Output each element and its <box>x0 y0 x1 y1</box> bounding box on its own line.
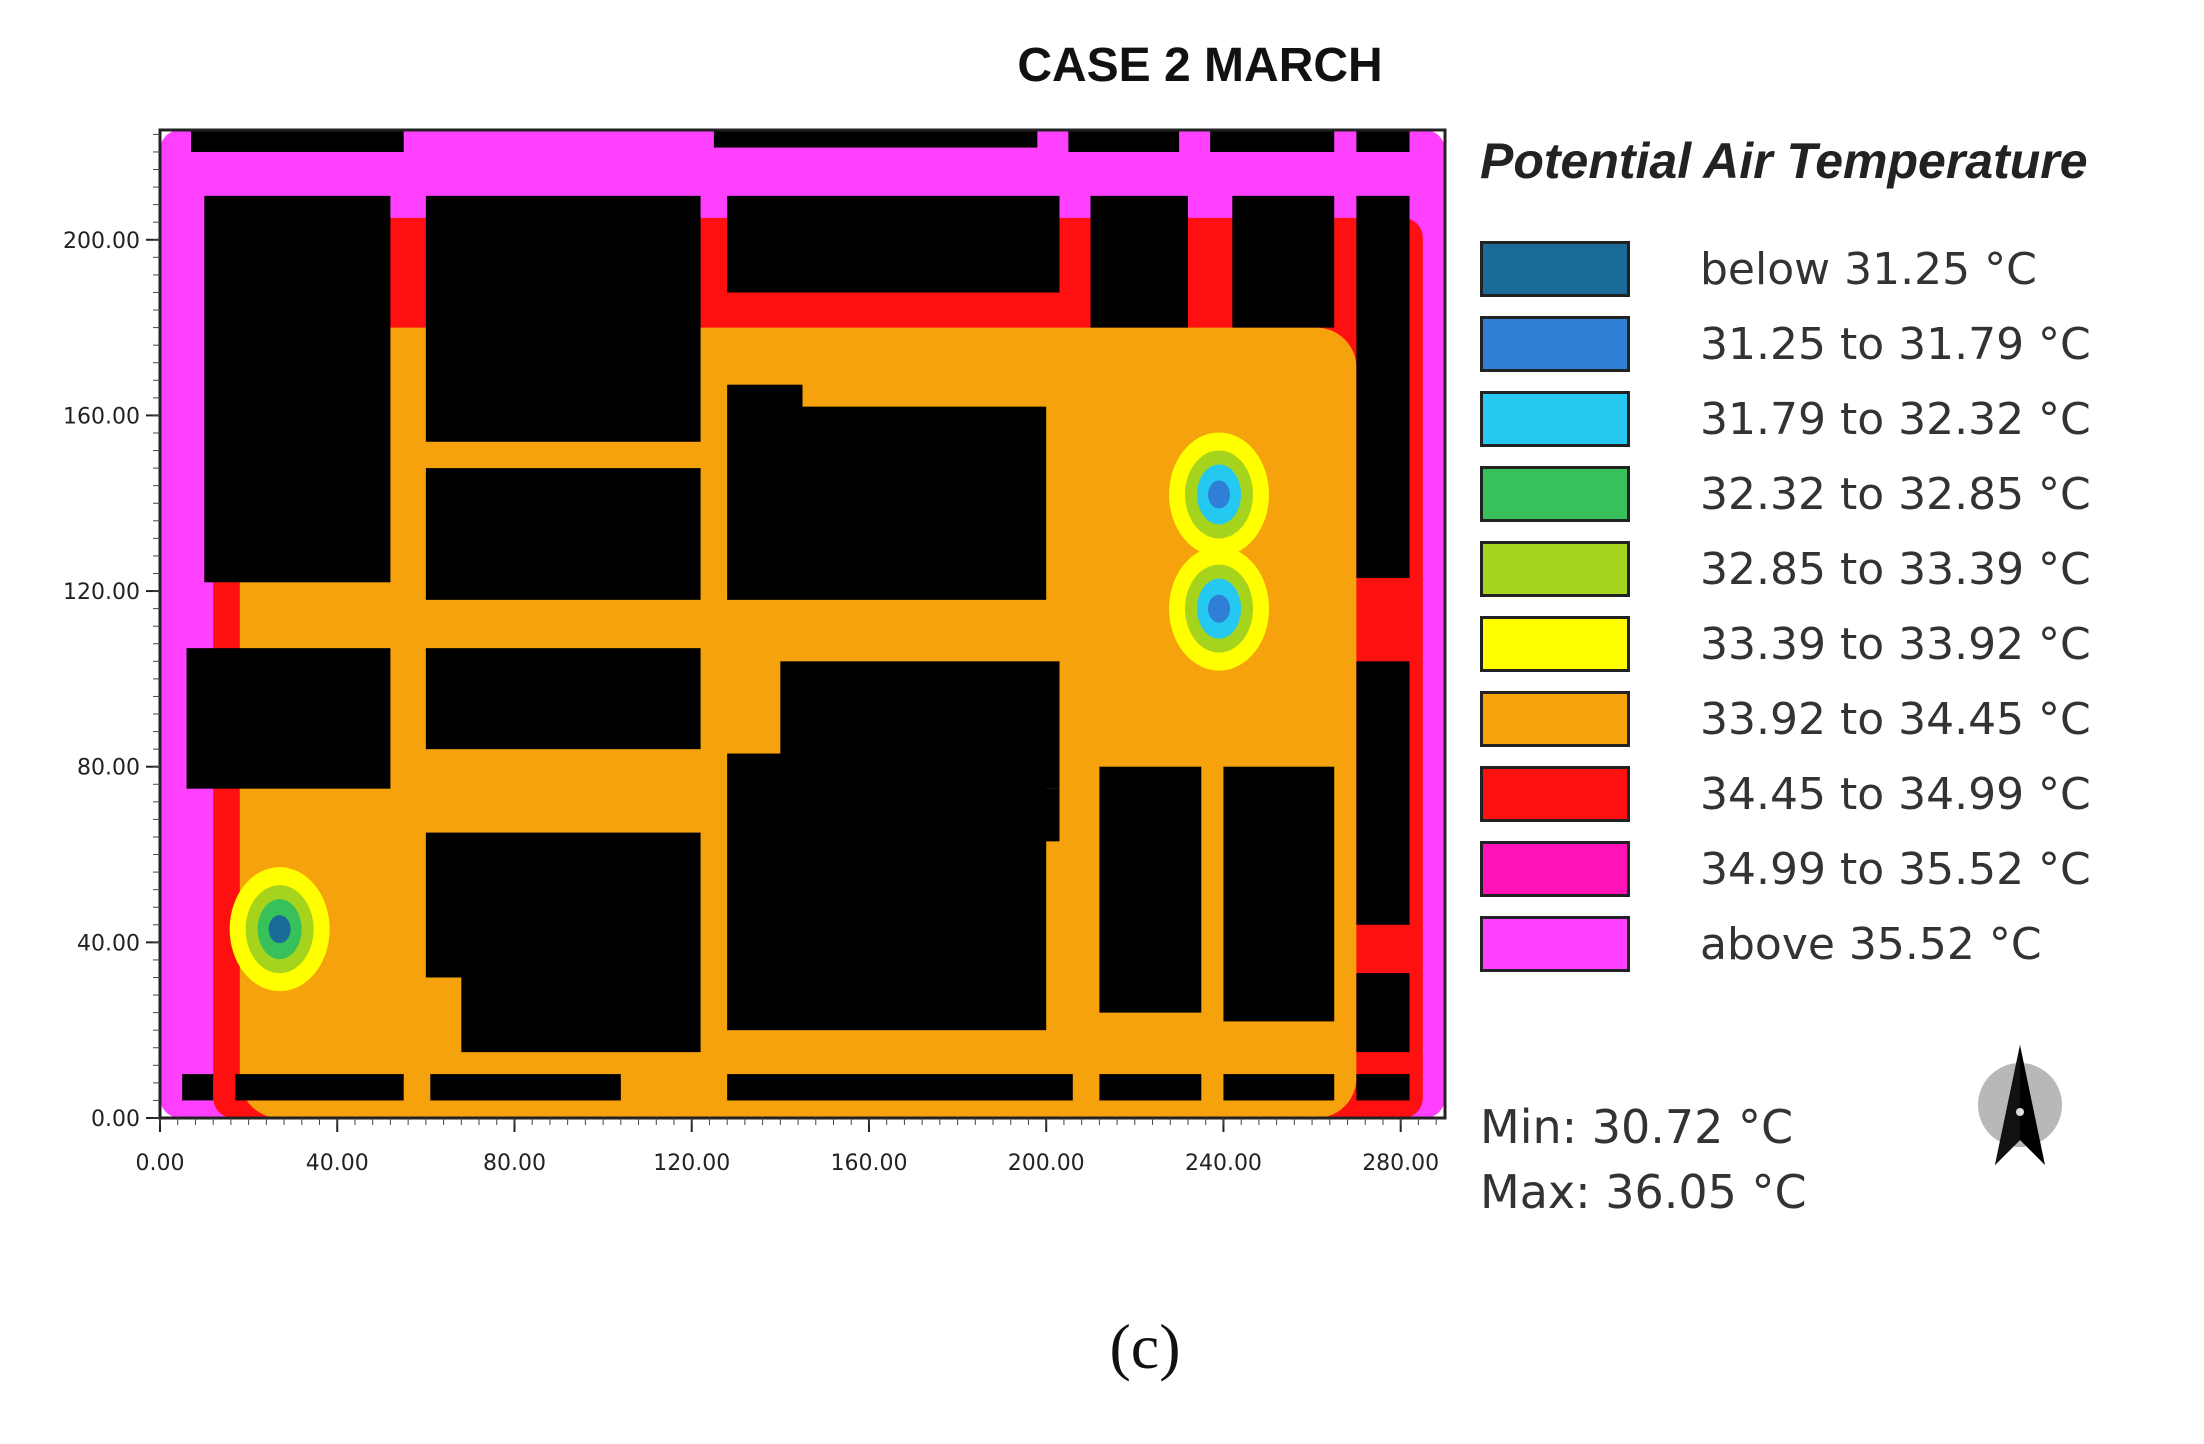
plot-frame <box>158 128 1447 1120</box>
legend-swatch <box>1480 916 1630 972</box>
x-tick-label: 160.00 <box>830 1151 907 1176</box>
panel-label: (c) <box>1109 1311 1181 1382</box>
building <box>425 468 701 600</box>
building <box>1068 130 1180 152</box>
building <box>1356 130 1410 152</box>
building <box>204 195 391 583</box>
building <box>1232 195 1335 328</box>
legend-swatch <box>1480 691 1630 747</box>
legend-entry: 32.85 to 33.39 °C <box>1480 538 2091 600</box>
building <box>802 406 1047 600</box>
legend-entry: 31.25 to 31.79 °C <box>1480 313 2091 375</box>
x-tick-label: 200.00 <box>1008 1151 1085 1176</box>
building <box>727 1074 1073 1101</box>
building <box>727 384 803 600</box>
building <box>713 130 1038 148</box>
y-tick-label: 40.00 <box>77 931 140 956</box>
y-tick-label: 120.00 <box>63 580 140 605</box>
x-tick-label: 120.00 <box>653 1151 730 1176</box>
legend-label: 34.45 to 34.99 °C <box>1700 768 2091 820</box>
legend-swatch <box>1480 241 1630 297</box>
y-tick-label: 160.00 <box>63 404 140 429</box>
building <box>1356 973 1410 1053</box>
x-tick-label: 0.00 <box>136 1151 185 1176</box>
building <box>1356 195 1410 578</box>
building <box>191 130 404 152</box>
legend-label: 31.79 to 32.32 °C <box>1700 393 2091 445</box>
legend-entry: 34.45 to 34.99 °C <box>1480 763 2091 825</box>
x-tick-label: 280.00 <box>1362 1151 1439 1176</box>
cool-spot <box>268 915 291 944</box>
legend-entry: 32.32 to 32.85 °C <box>1480 463 2091 525</box>
legend-entry: 31.79 to 32.32 °C <box>1480 388 2091 450</box>
legend-title: Potential Air Temperature <box>1480 133 2088 189</box>
min-temperature-label: Min: 30.72 °C <box>1480 1100 1794 1154</box>
cool-spot <box>1208 480 1231 509</box>
legend-label: 32.85 to 33.39 °C <box>1700 543 2091 595</box>
legend-label: below 31.25 °C <box>1700 243 2037 295</box>
building <box>1210 130 1335 152</box>
building <box>1356 1074 1410 1101</box>
legend-swatch <box>1480 391 1630 447</box>
legend-label: 32.32 to 32.85 °C <box>1700 468 2091 520</box>
legend-swatch <box>1480 466 1630 522</box>
building <box>182 1074 214 1101</box>
legend-entry: 33.92 to 34.45 °C <box>1480 688 2091 750</box>
legend-swatch <box>1480 316 1630 372</box>
legend-label: 33.39 to 33.92 °C <box>1700 618 2091 670</box>
x-tick-label: 240.00 <box>1185 1151 1262 1176</box>
heatmap-plot: 0.00 40.00 80.00 120.00 160.00 200.00 240.00 28… <box>63 128 1447 1176</box>
legend-swatch <box>1480 766 1630 822</box>
building <box>430 1074 621 1101</box>
building <box>1223 1074 1335 1101</box>
north-arrow-icon <box>1978 1045 2062 1165</box>
legend-entry: 33.39 to 33.92 °C <box>1480 613 2091 675</box>
legend-label: 31.25 to 31.79 °C <box>1700 318 2091 370</box>
y-tick-label: 200.00 <box>63 229 140 254</box>
legend-entry: below 31.25 °C <box>1480 238 2037 300</box>
building <box>1099 1074 1202 1101</box>
cool-spot <box>1208 594 1231 623</box>
x-tick-label: 80.00 <box>483 1151 546 1176</box>
building <box>425 648 701 750</box>
legend-entry: above 35.52 °C <box>1480 913 2042 975</box>
building <box>1099 766 1202 1013</box>
max-temperature-label: Max: 36.05 °C <box>1480 1165 1807 1219</box>
x-tick-label: 40.00 <box>306 1151 369 1176</box>
building <box>1090 195 1188 328</box>
y-tick-label: 0.00 <box>91 1107 140 1132</box>
legend-swatch <box>1480 841 1630 897</box>
building <box>425 832 701 978</box>
legend-label: above 35.52 °C <box>1700 918 2042 970</box>
legend-label: 33.92 to 34.45 °C <box>1700 693 2091 745</box>
building <box>235 1074 404 1101</box>
building <box>727 195 1060 293</box>
building <box>780 788 1060 842</box>
y-tick-label: 80.00 <box>77 756 140 781</box>
legend-swatch <box>1480 616 1630 672</box>
building <box>1356 661 1410 925</box>
building <box>186 648 391 789</box>
legend-label: 34.99 to 35.52 °C <box>1700 843 2091 895</box>
chart-title: CASE 2 MARCH <box>1017 39 1383 92</box>
building <box>461 977 701 1053</box>
building <box>1223 766 1335 1022</box>
legend-entry: 34.99 to 35.52 °C <box>1480 838 2091 900</box>
building <box>425 195 701 442</box>
legend-swatch <box>1480 541 1630 597</box>
